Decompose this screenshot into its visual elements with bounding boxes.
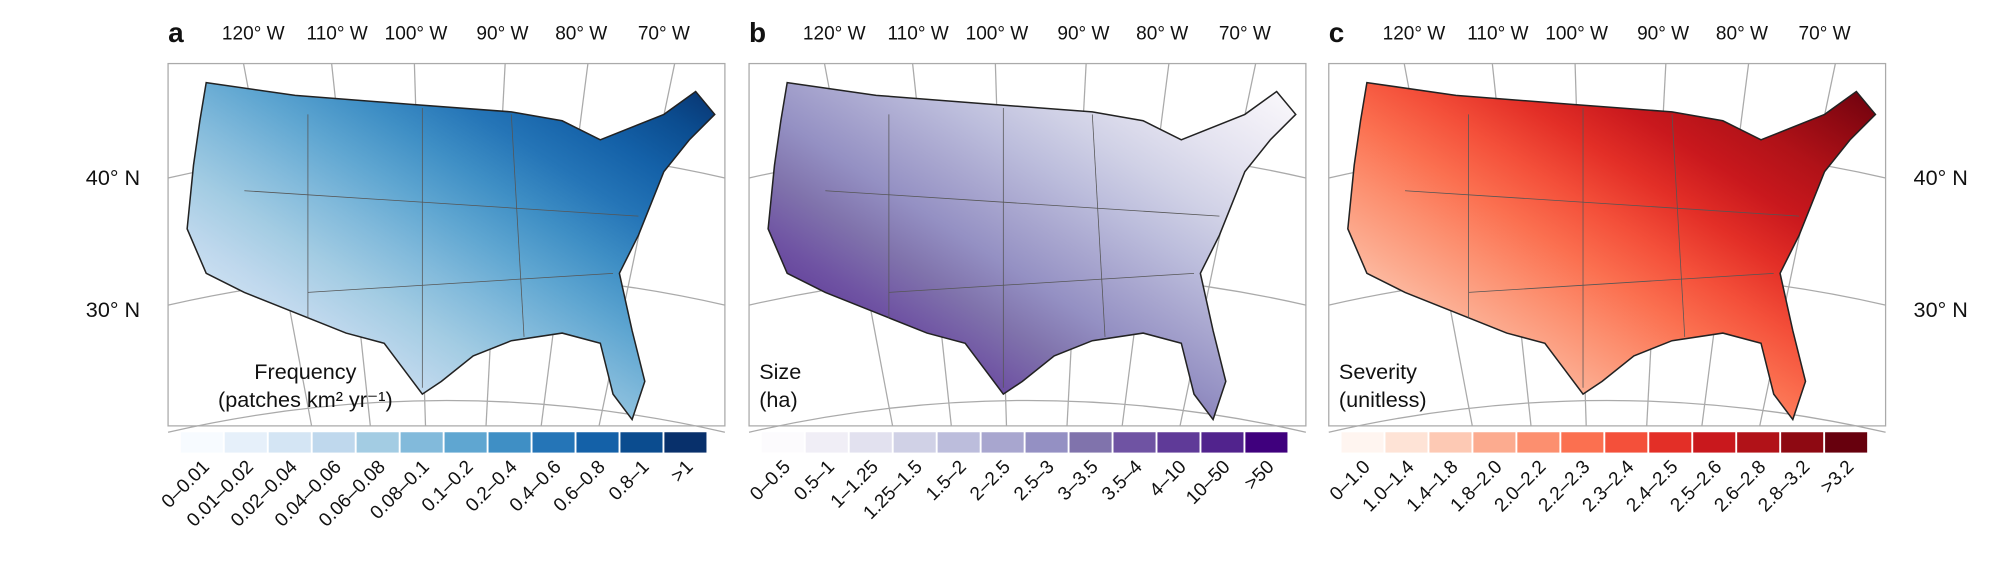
longitude-label: 80° W [555,23,607,44]
legend-swatch [1201,432,1244,453]
legend-title: (patches km² yr⁻¹) [218,387,393,412]
longitude-label: 100° W [385,23,448,44]
legend-swatch [1341,432,1384,453]
legend-title: (unitless) [1339,387,1427,412]
legend-swatch [664,432,707,453]
legend-swatch [356,432,399,453]
longitude-label: 70° W [1219,23,1271,44]
legend-swatch [849,432,892,453]
legend-swatch [224,432,267,453]
legend-title: Frequency [254,359,356,384]
us-map [186,81,716,422]
legend-swatch [1069,432,1112,453]
legend-label: >3.2 [1817,457,1858,498]
legend-swatch [1693,432,1736,453]
legend-label: 3.5–4 [1098,456,1147,505]
longitude-label: 120° W [222,23,285,44]
longitude-label: 90° W [1637,23,1689,44]
legend-swatch [1649,432,1692,453]
legend-swatch [761,432,804,453]
panel: b 120° W 110° W 100° W 90° W 80° W 70° W Size (h… [746,17,1307,524]
legend-swatch [937,432,980,453]
legend-label: >1 [667,457,697,487]
legend-swatch [1517,432,1560,453]
legend-title: (ha) [759,387,797,412]
panel-label: c [1329,17,1345,48]
legend-swatch [1737,432,1780,453]
legend-swatch [180,432,223,453]
state-border [244,190,639,217]
legend-swatch [312,432,355,453]
legend-title: Severity [1339,359,1417,384]
legend-swatch [1157,432,1200,453]
legend-swatch [805,432,848,453]
legend-swatch [1025,432,1068,453]
graticule [167,399,726,433]
longitude-label: 70° W [638,23,690,44]
legend-swatch [1113,432,1156,453]
longitude-label: 100° W [1545,23,1608,44]
longitude-label: 110° W [888,23,949,44]
legend-swatch [1429,432,1472,453]
state-border [1671,114,1686,337]
legend-swatch [444,432,487,453]
legend-title: Size [759,359,801,384]
legend-swatch [981,432,1024,453]
legend-label: 2–2.5 [966,457,1015,506]
longitude-label: 80° W [1136,23,1188,44]
legend-swatch [488,432,531,453]
latitude-label: 30° N [86,297,140,322]
state-border [510,114,525,337]
panel-label: b [749,17,766,48]
state-border [1091,114,1106,337]
latitude-label: 40° N [86,165,140,190]
legend-swatch [1781,432,1824,453]
legend-swatch [576,432,619,453]
legend-swatch [1245,432,1288,453]
legend-label: 0.8–1 [605,457,654,506]
legend-swatch [268,432,311,453]
legend-swatch [893,432,936,453]
latitude-label: 30° N [1914,297,1968,322]
state-border [888,272,1195,293]
legend-swatch [1561,432,1604,453]
legend-label: 1.5–2 [922,457,971,506]
legend-swatch [620,432,663,453]
longitude-label: 110° W [1467,23,1528,44]
graticule [1328,399,1886,433]
longitude-label: 90° W [1057,23,1109,44]
legend-label: 2.5–3 [1010,457,1059,506]
us-map [767,81,1297,422]
panel-label: a [168,17,184,48]
legend-swatch [532,432,575,453]
legend-swatch [1825,432,1868,453]
legend-swatch [1473,432,1516,453]
panel: a 120° W 110° W 100° W 90° W 80° W 70° W 40° N 3… [86,17,726,531]
state-border [307,272,614,293]
state-border [1468,272,1774,293]
legend-label: 10–50 [1182,457,1234,509]
longitude-label: 80° W [1716,23,1768,44]
legend-label: 3–3.5 [1054,457,1103,506]
legend-label: 0–0.5 [746,457,795,506]
legend-swatch [400,432,443,453]
state-border [825,190,1220,217]
longitude-label: 120° W [803,23,866,44]
legend-label: >50 [1241,457,1279,495]
graticule [748,399,1307,433]
longitude-label: 70° W [1799,23,1851,44]
state-border [1405,190,1800,217]
panel: c 120° W 110° W 100° W 90° W 80° W 70° W 40° N 3… [1326,17,1968,516]
latitude-label: 40° N [1914,165,1968,190]
longitude-label: 120° W [1383,23,1446,44]
longitude-label: 90° W [476,23,528,44]
longitude-label: 100° W [966,23,1029,44]
legend-swatch [1605,432,1648,453]
legend-swatch [1385,432,1428,453]
longitude-label: 110° W [307,23,368,44]
us-map [1347,81,1877,422]
